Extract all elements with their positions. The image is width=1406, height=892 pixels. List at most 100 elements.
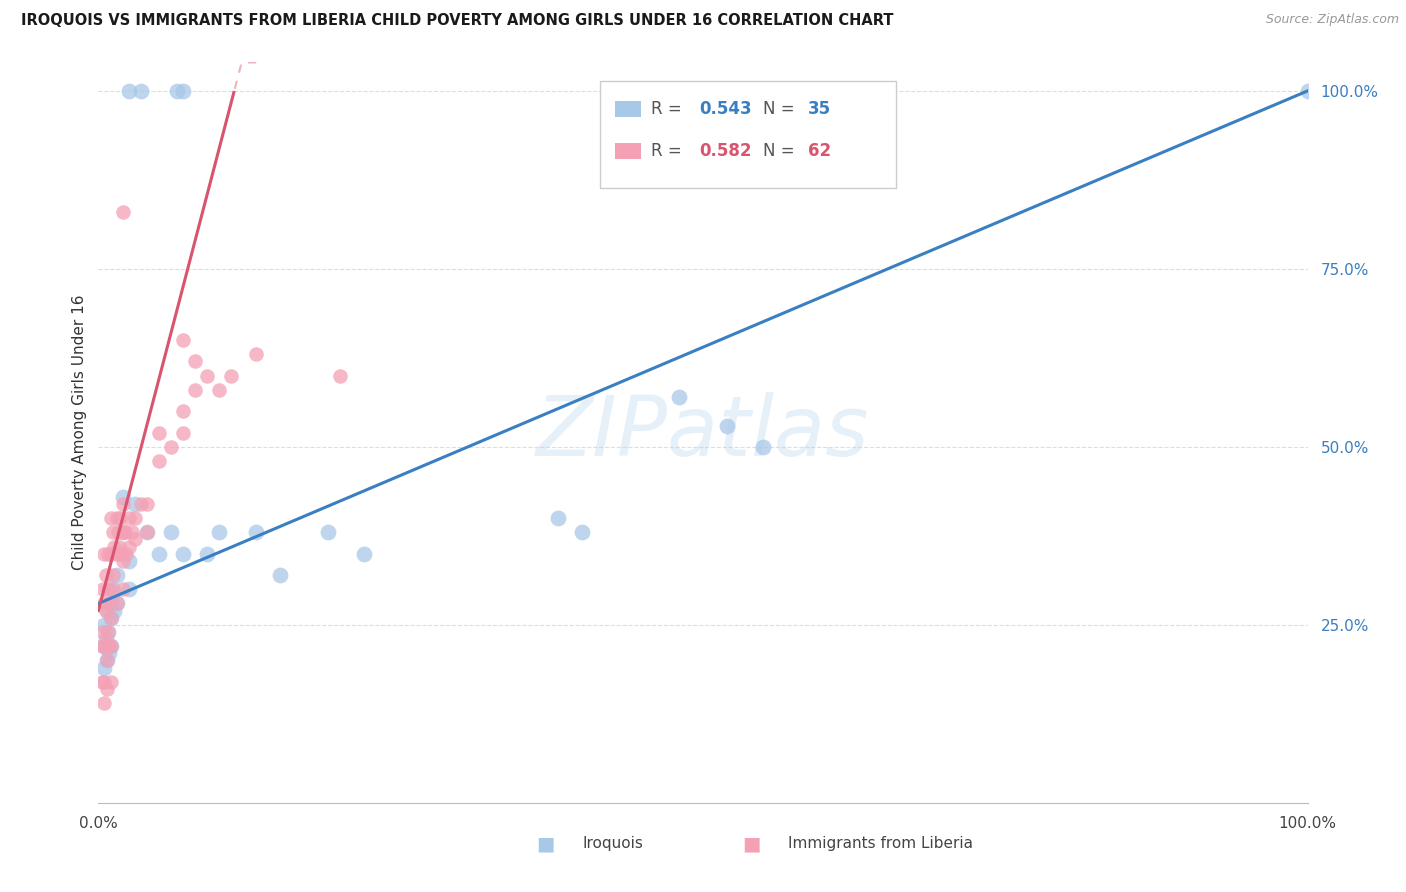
Point — [97, 604, 120, 618]
Point — [93, 639, 115, 653]
Point — [96, 653, 118, 667]
Point — [105, 511, 128, 525]
Point — [91, 639, 114, 653]
Point — [172, 404, 194, 418]
Point — [160, 440, 183, 454]
Point — [208, 525, 231, 540]
Point — [100, 511, 122, 525]
Text: R =: R = — [651, 100, 688, 118]
Point — [118, 554, 141, 568]
Point — [100, 610, 122, 624]
Point — [97, 582, 120, 597]
Text: R =: R = — [651, 143, 688, 161]
Point — [184, 383, 207, 397]
Point — [103, 540, 125, 554]
Point — [94, 568, 117, 582]
Point — [93, 696, 115, 710]
Point — [107, 525, 129, 540]
Point — [124, 511, 146, 525]
Text: ■: ■ — [537, 834, 555, 853]
Point — [91, 624, 114, 639]
Point — [160, 525, 183, 540]
Point — [195, 547, 218, 561]
FancyBboxPatch shape — [614, 143, 641, 160]
Point — [91, 674, 114, 689]
Text: IROQUOIS VS IMMIGRANTS FROM LIBERIA CHILD POVERTY AMONG GIRLS UNDER 16 CORRELATI: IROQUOIS VS IMMIGRANTS FROM LIBERIA CHIL… — [21, 13, 894, 29]
Point — [93, 547, 115, 561]
Point — [129, 497, 152, 511]
Text: 62: 62 — [808, 143, 831, 161]
Point — [101, 582, 124, 597]
Point — [98, 646, 121, 660]
Point — [172, 425, 194, 440]
Point — [105, 568, 128, 582]
Point — [94, 604, 117, 618]
Point — [97, 624, 120, 639]
Point — [103, 604, 125, 618]
Text: Immigrants from Liberia: Immigrants from Liberia — [787, 836, 973, 851]
Point — [100, 597, 122, 611]
Text: Iroquois: Iroquois — [582, 836, 643, 851]
Point — [93, 597, 115, 611]
Point — [111, 525, 134, 540]
Point — [353, 547, 375, 561]
Point — [101, 568, 124, 582]
Point — [105, 547, 128, 561]
Point — [118, 540, 141, 554]
Text: 0.543: 0.543 — [699, 100, 752, 118]
FancyBboxPatch shape — [614, 101, 641, 117]
Text: 0.582: 0.582 — [699, 143, 752, 161]
Point — [111, 582, 134, 597]
Point — [111, 205, 134, 219]
Point — [110, 547, 132, 561]
Point — [208, 383, 231, 397]
Point — [100, 639, 122, 653]
Text: N =: N = — [763, 100, 800, 118]
Point — [135, 525, 157, 540]
Point — [100, 674, 122, 689]
Point — [111, 554, 134, 568]
Point — [752, 440, 775, 454]
Point — [221, 368, 243, 383]
Point — [98, 639, 121, 653]
Point — [105, 597, 128, 611]
Point — [329, 368, 352, 383]
Point — [547, 511, 569, 525]
Point — [111, 525, 134, 540]
Point — [1296, 84, 1319, 98]
Point — [108, 540, 131, 554]
Text: ZIPatlas: ZIPatlas — [536, 392, 870, 473]
Point — [195, 368, 218, 383]
Point — [135, 497, 157, 511]
Point — [101, 525, 124, 540]
Point — [111, 490, 134, 504]
Point — [100, 610, 122, 624]
Point — [166, 84, 188, 98]
Point — [91, 582, 114, 597]
Point — [716, 418, 738, 433]
Point — [124, 497, 146, 511]
Point — [316, 525, 339, 540]
Text: 35: 35 — [808, 100, 831, 118]
Point — [172, 333, 194, 347]
Point — [98, 597, 121, 611]
Point — [148, 454, 170, 468]
Point — [105, 597, 128, 611]
Point — [269, 568, 291, 582]
Point — [668, 390, 690, 404]
Point — [93, 617, 115, 632]
Y-axis label: Child Poverty Among Girls Under 16: Child Poverty Among Girls Under 16 — [72, 295, 87, 570]
Text: ■: ■ — [742, 834, 761, 853]
Point — [121, 525, 143, 540]
Point — [172, 547, 194, 561]
Point — [184, 354, 207, 368]
Point — [148, 425, 170, 440]
Point — [118, 511, 141, 525]
Point — [108, 511, 131, 525]
Point — [571, 525, 593, 540]
Text: N =: N = — [763, 143, 800, 161]
Point — [172, 84, 194, 98]
Point — [129, 84, 152, 98]
Point — [124, 533, 146, 547]
Point — [115, 547, 138, 561]
